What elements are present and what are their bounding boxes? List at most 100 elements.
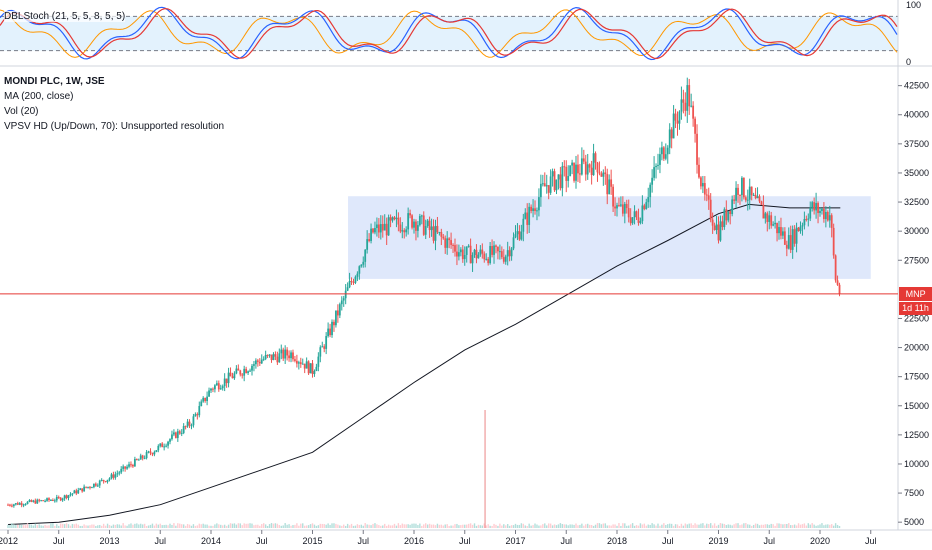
- candle-body: [520, 231, 523, 240]
- candle-body: [534, 208, 536, 212]
- candle-body: [741, 177, 743, 196]
- volume-bar: [462, 524, 464, 528]
- candle-body: [24, 504, 27, 506]
- volume-bar: [181, 524, 183, 528]
- volume-bar: [622, 523, 624, 528]
- candle-body: [153, 451, 156, 455]
- candle-body: [98, 480, 101, 486]
- symbol-title[interactable]: MONDI PLC, 1W, JSE: [4, 76, 105, 87]
- volume-bar: [274, 523, 277, 528]
- volume-bar: [104, 525, 107, 528]
- candle-body: [77, 490, 80, 494]
- candle-body: [417, 225, 419, 231]
- candle-body: [397, 217, 400, 225]
- volume-bar: [159, 523, 161, 528]
- candle-body: [428, 220, 431, 231]
- candle-body: [539, 183, 542, 198]
- candle-body: [32, 500, 35, 502]
- volume-bar: [52, 523, 54, 528]
- candle-body: [309, 363, 312, 374]
- candle-body: [463, 254, 466, 260]
- candle-body: [407, 213, 410, 230]
- volume-bar: [194, 525, 197, 528]
- volume-bar: [136, 523, 138, 528]
- candle-body: [202, 397, 205, 402]
- candle-body: [797, 227, 800, 232]
- volume-bar: [186, 523, 189, 528]
- candle-body: [104, 481, 107, 483]
- volume-bar: [22, 525, 25, 528]
- price-axis[interactable]: 42500 40000 37500 35000 32500 30000 27500 22500…: [898, 81, 929, 528]
- candle-body: [313, 370, 316, 375]
- volume-bar: [629, 524, 632, 528]
- volume-bar: [503, 524, 505, 528]
- candle-body: [547, 185, 550, 193]
- osc-tick-label: 100: [906, 0, 921, 10]
- candle-body: [688, 85, 691, 107]
- legend-vol[interactable]: Vol (20): [4, 106, 39, 117]
- legend-ma[interactable]: MA (200, close): [4, 91, 74, 102]
- candle-body: [327, 328, 330, 337]
- candle-body: [776, 222, 778, 234]
- volume-bar: [590, 524, 593, 528]
- volume-bar: [520, 523, 523, 528]
- candle-body: [171, 434, 173, 440]
- candle-body: [616, 205, 618, 209]
- volume-bar: [526, 525, 528, 528]
- x-tick-label: Jul: [154, 536, 166, 546]
- legend-vpsv[interactable]: VPSV HD (Up/Down, 70): Unsupported resol…: [4, 121, 225, 132]
- candle-body: [651, 177, 654, 185]
- candle-body: [725, 209, 728, 221]
- candle-body: [516, 231, 519, 235]
- candle-body: [356, 273, 359, 277]
- volume-bar: [428, 523, 431, 528]
- candle-body: [268, 354, 271, 356]
- candle-body: [161, 443, 164, 448]
- price-symbol: MNP: [905, 288, 926, 299]
- candle-body: [625, 203, 628, 209]
- y-tick-label: 15000: [904, 401, 929, 411]
- candle-body: [137, 459, 140, 461]
- candle-body: [549, 176, 552, 193]
- time-axis[interactable]: 2012 Jul 2013 Jul 2014 Jul 2015 Jul 2016 Jul 2017 J…: [0, 530, 877, 546]
- candle-body: [38, 499, 41, 501]
- volume-bar: [276, 523, 279, 528]
- candle-body: [553, 171, 556, 191]
- candle-body: [198, 406, 201, 416]
- volume-bar: [801, 524, 804, 528]
- volume-bar: [294, 524, 296, 528]
- candle-body: [413, 221, 415, 228]
- volume-bar: [175, 525, 177, 528]
- volume-bar: [378, 525, 380, 528]
- candle-body: [11, 505, 13, 507]
- candle-body: [348, 281, 351, 288]
- volume-bar: [249, 523, 251, 528]
- volume-bar: [26, 523, 29, 528]
- volume-bar: [165, 524, 167, 528]
- price-grid: [0, 0, 932, 531]
- candle-body: [580, 158, 583, 175]
- volume-bar: [821, 523, 823, 528]
- volume-bar: [309, 524, 312, 528]
- volume-bar: [200, 524, 202, 528]
- candle-body: [479, 249, 482, 255]
- candle-body: [155, 450, 158, 452]
- candle-body: [561, 166, 564, 189]
- candle-body: [633, 211, 636, 218]
- candle-body: [51, 500, 54, 502]
- candle-body: [278, 353, 281, 363]
- candle-body: [223, 378, 226, 387]
- volume-bar: [270, 523, 273, 528]
- volume-bar: [690, 523, 692, 528]
- candle-body: [649, 184, 652, 198]
- volume-bar: [190, 525, 193, 528]
- candle-body: [14, 503, 17, 505]
- volume-bar: [639, 523, 642, 528]
- volume-bar: [524, 525, 526, 528]
- candle-body: [7, 504, 9, 506]
- volume-bar: [329, 524, 331, 528]
- candle-body: [403, 230, 406, 233]
- volume-bar: [838, 525, 841, 528]
- candle-body: [106, 479, 109, 482]
